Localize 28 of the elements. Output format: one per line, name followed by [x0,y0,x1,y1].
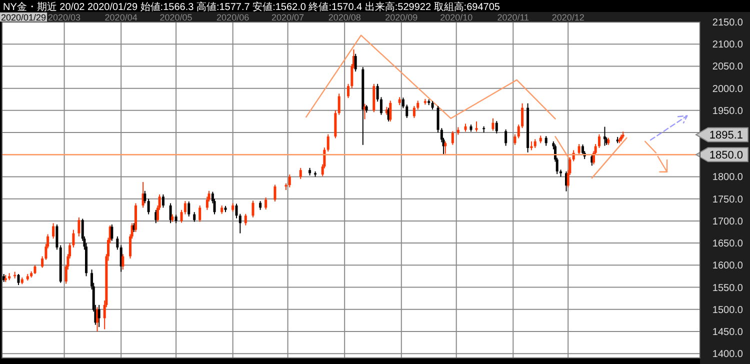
x-tick-label: 2020/03 [48,12,81,22]
y-tick-label: 2150.0 [712,18,744,28]
x-tick-label: 2020/12 [552,12,584,22]
y-tick-label: 1650.0 [712,238,744,250]
y-tick-label: 1750.0 [712,194,744,206]
y-tick-label: 1800.0 [712,172,744,184]
ref-line-label: 1850.0 [709,150,743,162]
y-tick-label: 1700.0 [712,216,744,228]
chart-title: NY金・期近 20/02 2020/01/29 始値:1566.3 高値:1577.7 安値:1562.0 終値:1570.4 出来高:529922 取組高:694705 [3,1,500,13]
x-tick-label: 2020/11 [497,12,530,22]
x-tick-label: 2020/04 [104,12,138,22]
y-tick-label: 1550.0 [712,282,744,294]
x-tick-label: 2020/07 [272,12,304,22]
y-tick-label: 1950.0 [712,106,744,117]
y-tick-label: 1500.0 [712,304,744,316]
y-tick-label: 1450.0 [712,326,744,338]
y-tick-label: 1600.0 [712,260,744,272]
x-tick-label: 2020/08 [328,12,361,22]
x-tick-label: 2020/06 [216,12,250,22]
y-tick-label: 2000.0 [712,84,744,95]
y-tick-label: 2100.0 [712,40,744,51]
annotation: 2020/01/29 [1,12,46,22]
y-tick-label: 2050.0 [712,62,744,73]
x-tick-label: 2020/05 [160,12,192,22]
text: 1895.1 [709,130,743,142]
x-tick-label: 2020/10 [440,12,473,22]
y-tick-label: 1400.0 [712,349,744,360]
x-tick-label: 2020/09 [385,12,418,22]
